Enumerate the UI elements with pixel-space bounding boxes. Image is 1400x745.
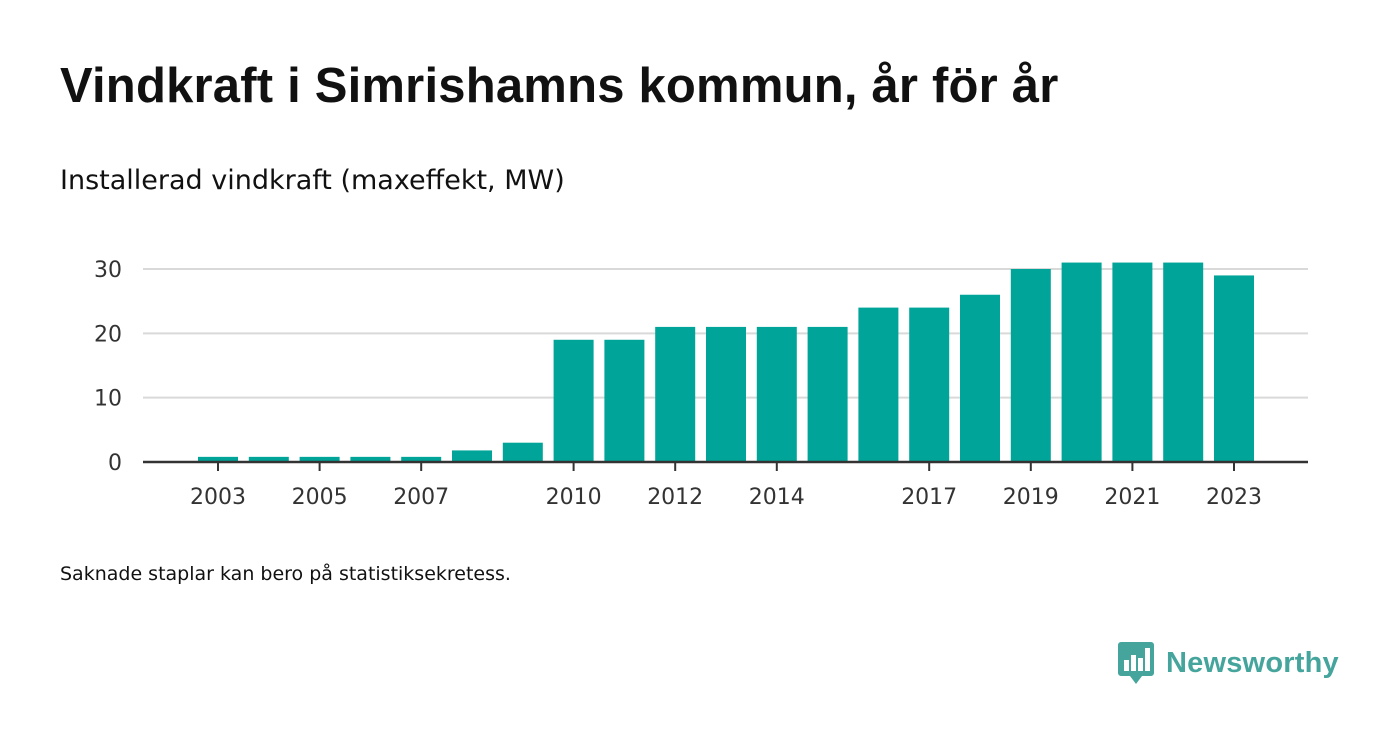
bars [198, 262, 1254, 462]
bar-2023 [1214, 275, 1254, 462]
bar-2015 [807, 326, 848, 462]
x-tick-label: 2012 [647, 485, 703, 510]
axes: 0 10 20 30 2003 2005 2007 2010 2012 2014 2017 2019 2… [94, 258, 1308, 510]
y-tick-label: 0 [108, 451, 122, 476]
chart-subtitle: Installerad vindkraft (maxeffekt, MW) [60, 165, 565, 196]
y-tick-label: 20 [94, 322, 122, 347]
x-tick-label: 2003 [190, 485, 246, 510]
bar-2018 [960, 294, 1000, 462]
brand-name: Newsworthy [1166, 646, 1339, 679]
bar-2009 [502, 442, 543, 462]
bar-2003 [198, 456, 238, 462]
bar-2020 [1061, 262, 1102, 462]
bar-chart: 0 10 20 30 2003 2005 2007 2010 2012 2014 2017 2019 2… [94, 258, 1308, 510]
x-tick-label: 2017 [901, 485, 957, 510]
x-tick-label: 2005 [292, 485, 348, 510]
bar-2010 [553, 339, 594, 462]
bar-2012 [655, 326, 696, 462]
brand-logo[interactable]: Newsworthy [1118, 642, 1339, 684]
x-tick-label: 2007 [393, 485, 449, 510]
bar-2005 [299, 456, 340, 462]
y-tick-label: 30 [94, 258, 122, 283]
y-tick-label: 10 [94, 387, 122, 412]
bar-2004 [248, 456, 289, 462]
x-tick-label: 2019 [1003, 485, 1059, 510]
bar-2011 [604, 339, 645, 462]
bar-2014 [756, 326, 797, 462]
bar-2013 [706, 326, 746, 462]
bar-2008 [452, 450, 492, 462]
footnote: Saknade staplar kan bero på statistiksek… [60, 563, 511, 585]
x-tick-label: 2023 [1206, 485, 1262, 510]
bar-2016 [858, 307, 899, 462]
newsworthy-logo-icon [1118, 642, 1154, 684]
bar-2007 [401, 456, 442, 462]
bar-2017 [909, 307, 950, 462]
bar-2019 [1010, 269, 1051, 462]
bar-2022 [1163, 262, 1204, 462]
bar-2021 [1112, 262, 1153, 462]
x-tick-label: 2021 [1104, 485, 1160, 510]
chart-title: Vindkraft i Simrishamns kommun, år för å… [60, 59, 1059, 113]
x-tick-label: 2010 [546, 485, 602, 510]
x-tick-label: 2014 [749, 485, 805, 510]
bar-2006 [350, 456, 391, 462]
